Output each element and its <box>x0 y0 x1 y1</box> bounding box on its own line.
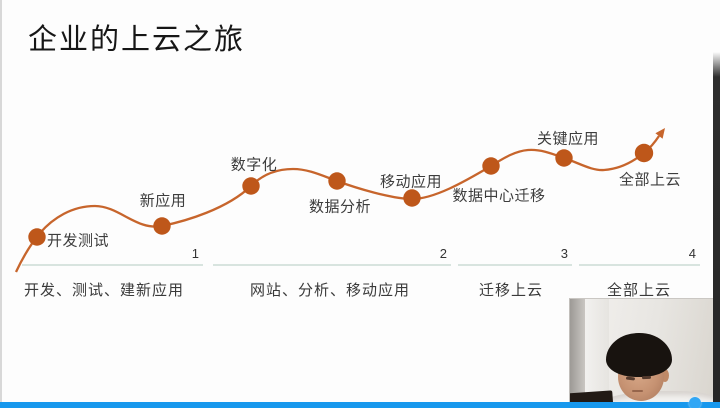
letterbox-left <box>0 0 2 408</box>
milestone-dot <box>634 143 654 163</box>
milestone-label: 数字化 <box>230 156 278 174</box>
milestone-label: 数据分析 <box>308 198 372 216</box>
stage-label: 开发、测试、建新应用 <box>23 282 185 299</box>
milestone-dot <box>403 189 421 207</box>
video-progress-bar[interactable] <box>0 397 720 408</box>
letterbox-right <box>713 52 720 408</box>
milestone-label: 开发测试 <box>46 232 110 250</box>
milestone-label: 移动应用 <box>379 173 443 191</box>
milestone-dot <box>328 172 346 190</box>
stage-number: 3 <box>560 246 568 261</box>
stage-label: 网站、分析、移动应用 <box>249 282 411 299</box>
growth-arrow-icon <box>655 128 665 139</box>
stage-number: 2 <box>439 246 447 261</box>
stage-label: 全部上云 <box>606 282 672 299</box>
stage-divider-line <box>213 264 451 266</box>
progress-handle[interactable] <box>689 397 701 408</box>
stage-divider-line <box>22 264 203 266</box>
slide-title: 企业的上云之旅 <box>28 24 246 56</box>
stage-label: 迁移上云 <box>478 282 544 299</box>
webcam-wall-shadow <box>570 299 585 408</box>
webcam-wall-highlight <box>585 299 609 408</box>
presenter-ear <box>661 369 669 382</box>
stage-divider-line <box>458 264 572 266</box>
milestone-dot <box>482 157 500 175</box>
milestone-dot <box>242 177 260 195</box>
milestone-dot <box>555 149 573 167</box>
stage-divider-line <box>579 264 700 266</box>
stage-number: 4 <box>688 246 696 261</box>
milestone-dot <box>153 217 171 235</box>
webcam-overlay <box>569 298 714 408</box>
presenter-mouth <box>632 390 643 392</box>
milestone-dot <box>28 228 46 246</box>
milestone-label: 新应用 <box>139 192 187 210</box>
stage-number: 1 <box>191 246 199 261</box>
milestone-label: 全部上云 <box>618 171 682 189</box>
milestone-label: 数据中心迁移 <box>452 187 546 205</box>
presenter-right-eye <box>641 375 652 379</box>
milestone-label: 关键应用 <box>536 130 600 148</box>
presenter-hair <box>606 333 672 377</box>
